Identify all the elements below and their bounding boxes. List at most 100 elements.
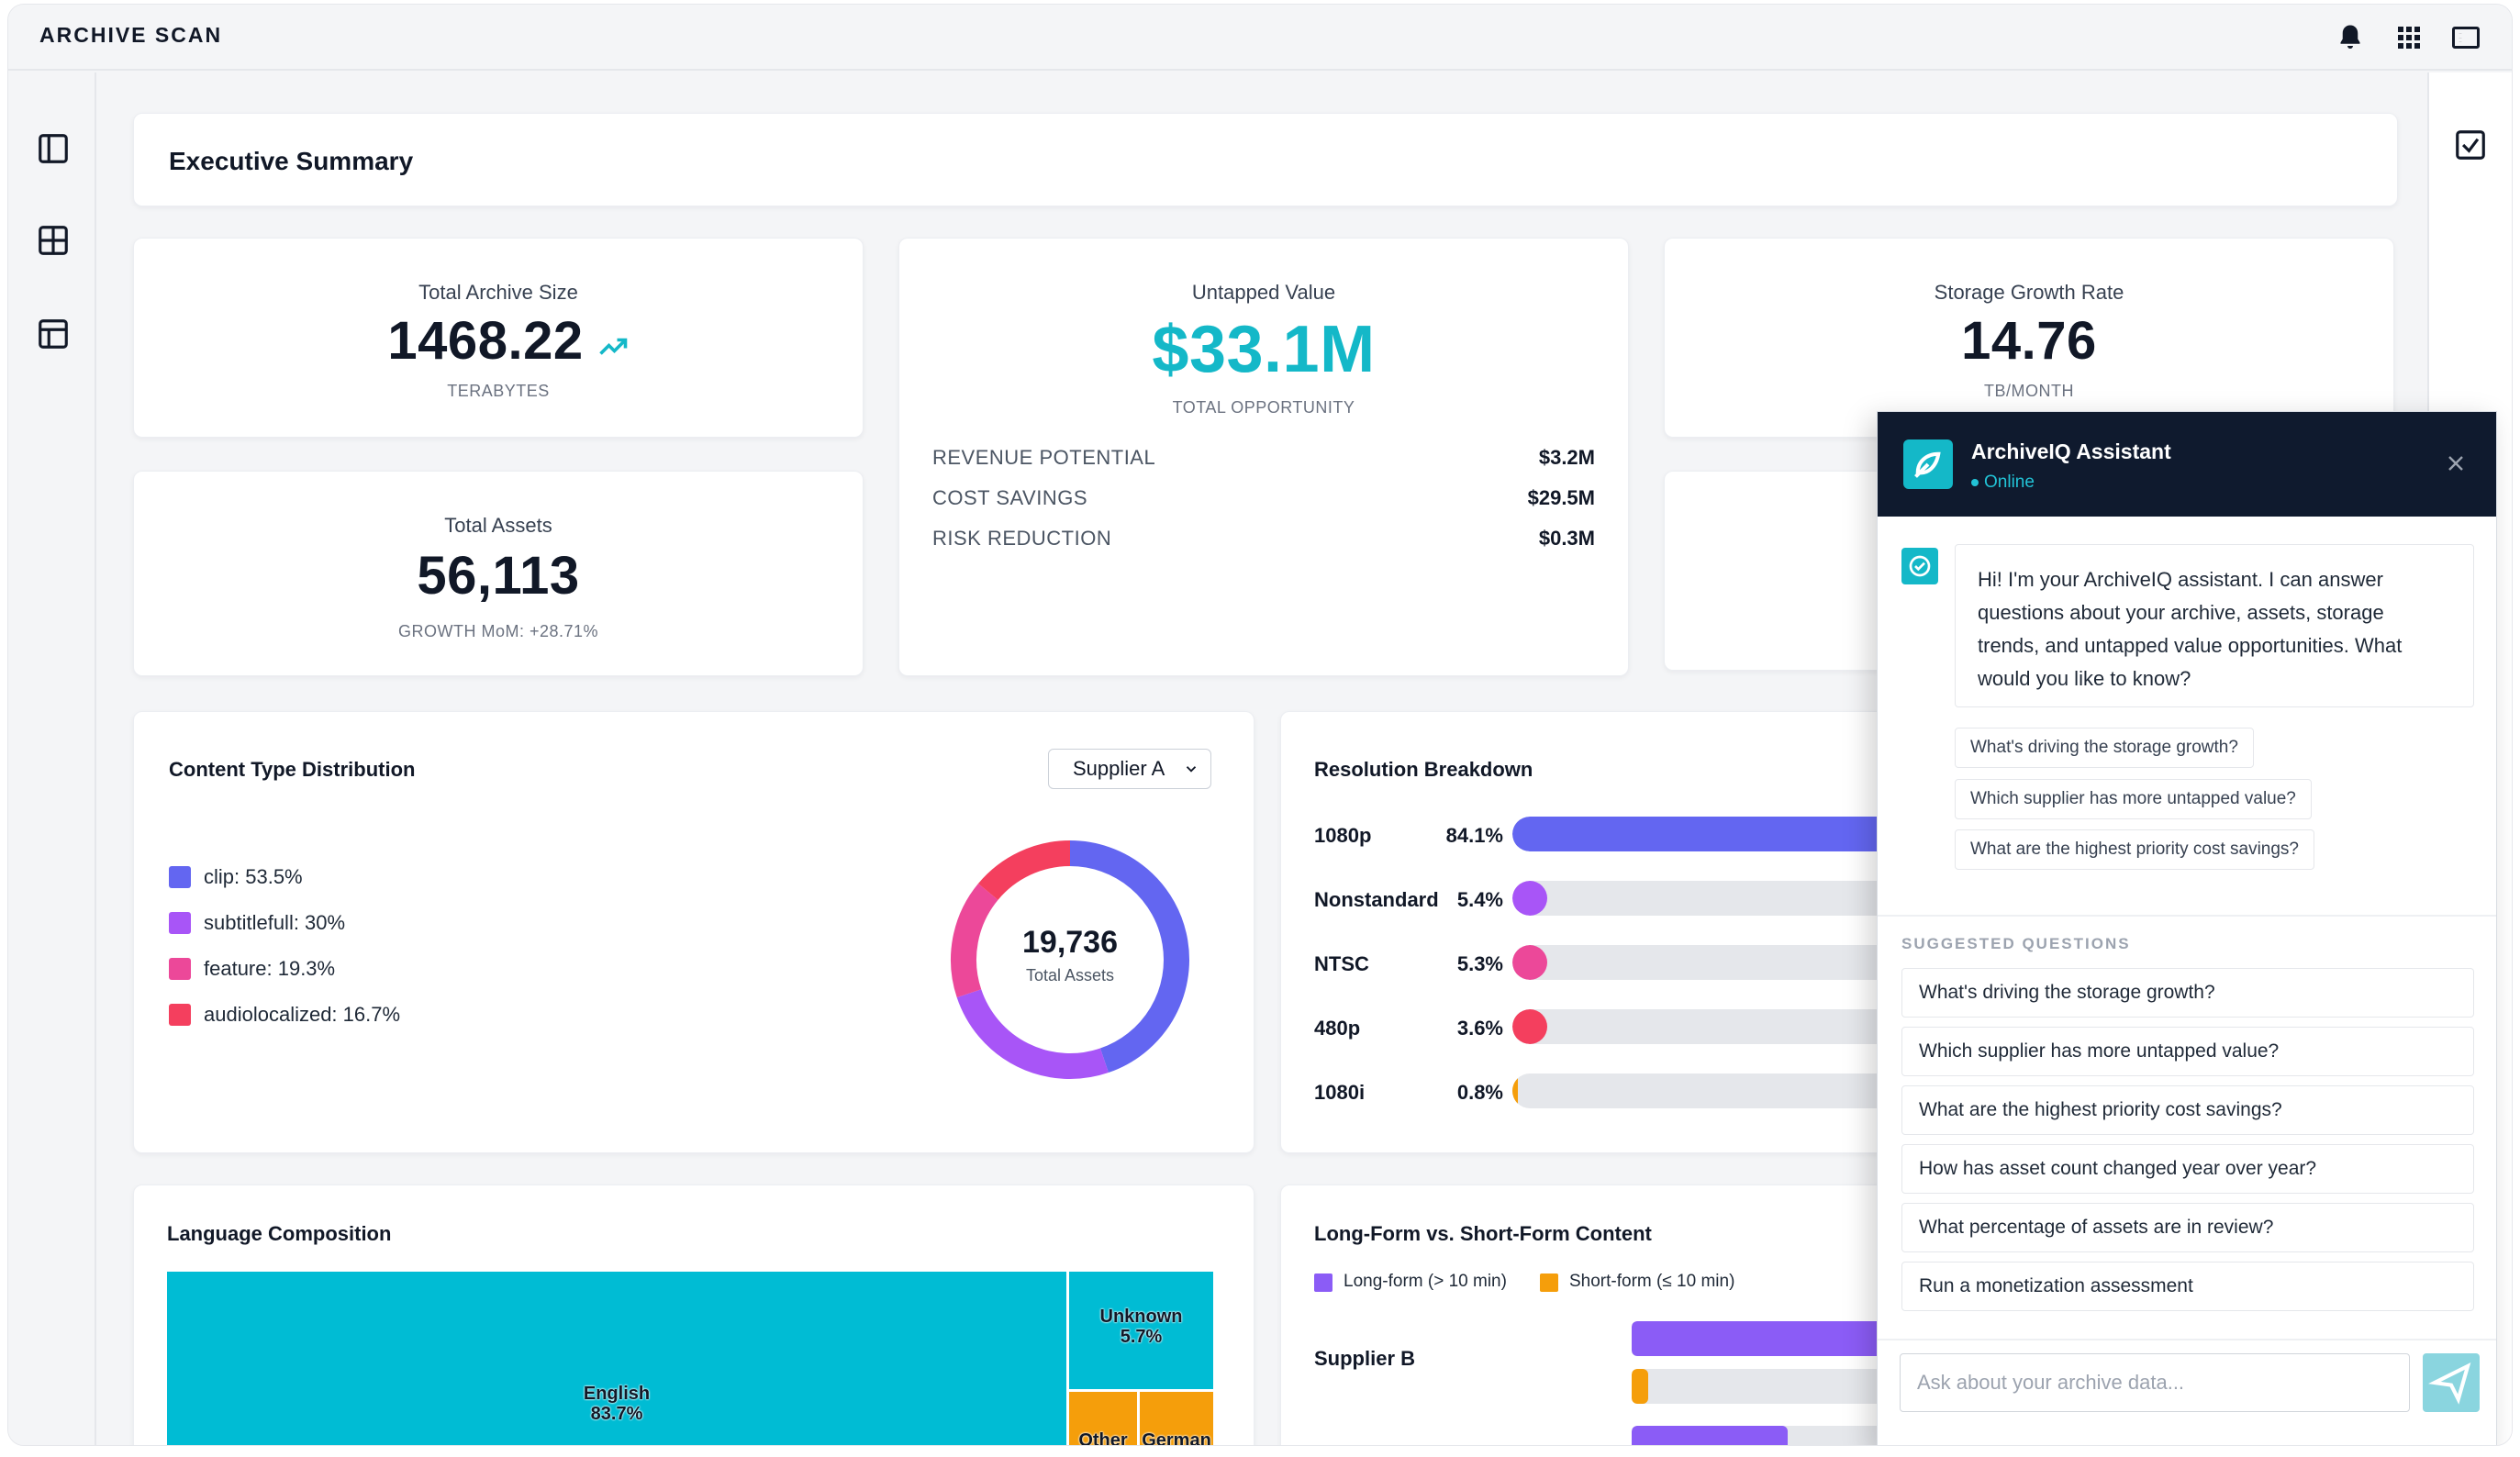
resolution-percent: 0.8% — [1456, 1081, 1503, 1104]
treemap-cell-other: Other — [1069, 1392, 1137, 1446]
treemap-label: German — [1142, 1430, 1211, 1446]
section-title: Long-Form vs. Short-Form Content — [1314, 1222, 1652, 1245]
panel-toggle-icon[interactable] — [2449, 21, 2482, 54]
dashboard-layout-icon[interactable] — [36, 317, 71, 351]
resolution-bar-fill — [1512, 1073, 1518, 1108]
section-title: Resolution Breakdown — [1314, 758, 1533, 781]
sidebar-layout-icon[interactable] — [36, 131, 71, 166]
donut-center-value: 19,736 — [1022, 925, 1118, 960]
brand-title: ARCHIVE SCAN — [39, 23, 223, 47]
divider — [1878, 915, 2496, 917]
resolution-label: NTSC — [1314, 952, 1369, 975]
assistant-logo-icon — [1903, 439, 1953, 489]
suggestion-chip[interactable]: Which supplier has more untapped value? — [1955, 779, 2312, 819]
resolution-label: 480p — [1314, 1017, 1361, 1040]
resolution-bar-fill — [1512, 945, 1547, 980]
donut-slice — [956, 988, 1109, 1079]
kpi-growth: GROWTH MoM: +28.71% — [397, 622, 599, 640]
top-bar: ARCHIVE SCAN — [8, 5, 2512, 71]
kpi-value: 56,113 — [417, 546, 580, 606]
kpi-unit: TB/MONTH — [1984, 382, 2074, 400]
suggested-question[interactable]: Run a monetization assessment — [1901, 1262, 2474, 1311]
untapped-row-value: $0.3M — [1538, 527, 1595, 550]
treemap-label: English — [583, 1384, 651, 1404]
assistant-title: ArchiveIQ Assistant — [1971, 439, 2171, 463]
resolution-bar-fill — [1512, 817, 1914, 851]
app-window: ARCHIVE SCAN Executive Summary To — [7, 4, 2513, 1446]
treemap-label: Unknown — [1099, 1307, 1183, 1327]
treemap-value: 83.7% — [590, 1404, 643, 1424]
legend-label: audiolocalized: 16.7% — [204, 1003, 401, 1026]
donut-center-label: Total Assets — [1025, 966, 1115, 984]
legend-swatch — [169, 958, 191, 980]
assistant-header: ArchiveIQ Assistant Online — [1878, 412, 2496, 517]
legend-label: feature: 19.3% — [204, 957, 336, 980]
page-header-card: Executive Summary — [133, 113, 2398, 206]
send-icon — [2428, 1362, 2471, 1405]
resolution-row: NTSC 5.3% — [1314, 945, 1990, 982]
suggestion-chip[interactable]: What's driving the storage growth? — [1955, 728, 2254, 768]
untapped-row-label: REVENUE POTENTIAL — [932, 446, 1156, 469]
grid-layout-icon[interactable] — [36, 223, 71, 258]
legend-swatch — [1540, 1273, 1558, 1292]
resolution-row: 1080p 84.1% — [1314, 817, 1990, 853]
treemap-cell-unknown: Unknown 5.7% — [1069, 1272, 1213, 1389]
untapped-row: REVENUE POTENTIAL $3.2M — [932, 446, 1595, 473]
divider — [1878, 1339, 2496, 1340]
kpi-value: $33.1M — [1152, 313, 1376, 386]
untapped-row-value: $3.2M — [1538, 446, 1595, 469]
resolution-percent: 3.6% — [1456, 1017, 1503, 1040]
chat-input[interactable] — [1900, 1353, 2410, 1412]
donut-slice — [951, 883, 998, 998]
suggested-questions-title: SUGGESTED QUESTIONS — [1901, 935, 2131, 952]
supplier-select[interactable]: Supplier A — [1048, 749, 1211, 789]
donut-slice — [977, 840, 1071, 901]
treemap-label: Other — [1078, 1430, 1128, 1446]
checkbox-icon[interactable] — [2453, 128, 2488, 162]
chevron-down-icon — [1186, 766, 1197, 773]
suggested-question[interactable]: What's driving the storage growth? — [1901, 968, 2474, 1018]
donut-slice — [1069, 840, 1189, 1073]
treemap-value: 5.7% — [1120, 1327, 1163, 1347]
left-nav-rail — [8, 72, 96, 1445]
treemap-cell-german: German — [1140, 1392, 1213, 1446]
assistant-message: Hi! I'm your ArchiveIQ assistant. I can … — [1955, 544, 2474, 707]
resolution-row: Nonstandard 5.4% — [1314, 881, 1990, 918]
suggested-question[interactable]: What are the highest priority cost savin… — [1901, 1085, 2474, 1135]
content-type-card: Content Type Distribution Supplier A cli… — [133, 711, 1254, 1153]
send-button[interactable] — [2423, 1353, 2480, 1412]
suggestion-chip[interactable]: What are the highest priority cost savin… — [1955, 829, 2315, 870]
apps-grid-icon[interactable] — [2392, 21, 2425, 54]
suggested-question[interactable]: What percentage of assets are in review? — [1901, 1203, 2474, 1252]
legend-label: clip: 53.5% — [204, 865, 303, 888]
suggested-question[interactable]: Which supplier has more untapped value? — [1901, 1027, 2474, 1076]
kpi-label: Untapped Value — [1191, 281, 1336, 304]
untapped-row-label: RISK REDUCTION — [932, 527, 1112, 550]
legend-swatch — [1314, 1273, 1332, 1292]
close-icon[interactable] — [2445, 452, 2467, 474]
shortform-bar-fill — [1632, 1369, 1648, 1404]
supplier-select-value: Supplier A — [1073, 757, 1165, 780]
untapped-row-label: COST SAVINGS — [932, 486, 1088, 509]
legend-label: Long-form (> 10 min) — [1344, 1272, 1507, 1291]
kpi-untapped-value: Untapped Value $33.1M TOTAL OPPORTUNITY … — [898, 238, 1629, 676]
trending-up-icon — [597, 330, 630, 363]
assistant-avatar-icon — [1901, 548, 1938, 584]
supplier-label: Supplier B — [1314, 1347, 1416, 1370]
legend-swatch — [169, 1004, 191, 1026]
resolution-bar-fill — [1512, 1009, 1547, 1044]
resolution-percent: 5.4% — [1456, 888, 1503, 911]
untapped-row: COST SAVINGS $29.5M — [932, 486, 1595, 514]
suggested-question[interactable]: How has asset count changed year over ye… — [1901, 1144, 2474, 1194]
legend-swatch — [169, 866, 191, 888]
donut-chart — [951, 840, 1189, 1079]
kpi-storage-growth: Storage Growth Rate 14.76 TB/MONTH — [1664, 238, 2394, 438]
assistant-status-text: Online — [1984, 473, 2035, 492]
bell-icon[interactable] — [2334, 21, 2367, 54]
online-dot — [1971, 478, 1979, 486]
donut-center: 19,736 Total Assets — [978, 925, 1162, 985]
language-card: Language Composition English 83.7% Unkno… — [133, 1185, 1254, 1446]
assistant-status: Online — [1971, 473, 2035, 493]
kpi-value: 1468.22 — [387, 311, 584, 371]
assistant-panel: ArchiveIQ Assistant Online Hi! I'm your … — [1877, 411, 2497, 1445]
